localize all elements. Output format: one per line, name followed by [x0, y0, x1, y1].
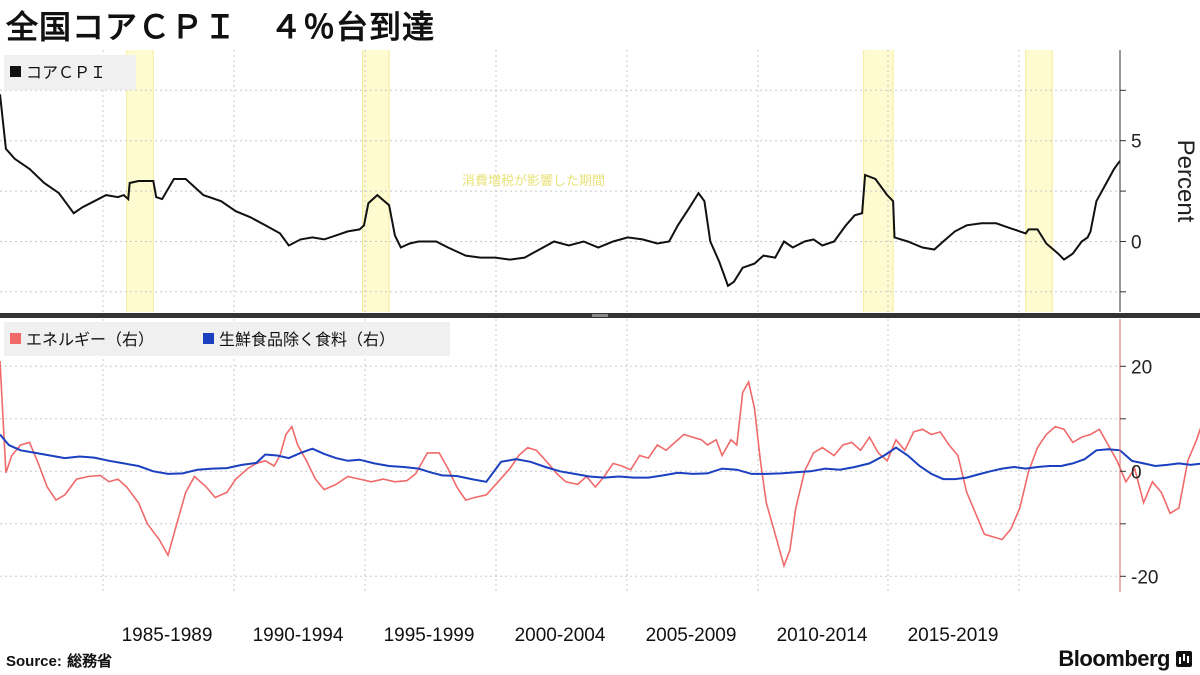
brand-text: Bloomberg: [1058, 646, 1170, 671]
x-tick-label-4: 2005-2009: [646, 625, 737, 646]
bottom-legend: エネルギー（右） 生鮮食品除く食料（右）: [4, 322, 450, 356]
x-tick-label-3: 2000-2004: [515, 625, 606, 646]
shaded-period-3: [863, 50, 894, 312]
legend-label-core: コアＣＰＩ: [26, 63, 106, 82]
panel-divider-handle: [592, 314, 608, 317]
legend-swatch-food: [203, 333, 214, 344]
source-note: Source: 総務省: [6, 650, 112, 671]
x-tick-label-6: 2015-2019: [908, 625, 999, 646]
legend-swatch-energy: [10, 333, 21, 344]
source-value: 総務省: [67, 652, 113, 670]
shaded-period-2: [362, 50, 389, 312]
bottom-gridlines: [0, 319, 1120, 592]
y-axis-label: Percent: [1172, 140, 1199, 223]
shaded-period-4: [1025, 50, 1053, 312]
top-ytick-label-0: 0: [1131, 233, 1142, 254]
x-axis-ticks: 1985-1989 1990-1994 1995-1999 2000-2004 2005…: [122, 625, 999, 646]
bottom-ytick-label-0: -20: [1131, 567, 1158, 588]
x-tick-label-1: 1990-1994: [253, 625, 344, 646]
chart-title: 全国コアＣＰＩ ４％台到達: [6, 8, 436, 46]
x-tick-label-0: 1985-1989: [122, 625, 213, 646]
bottom-ytick-label-1: 0: [1131, 462, 1142, 483]
legend-swatch-core: [10, 66, 21, 77]
top-legend: コアＣＰＩ: [4, 55, 136, 90]
bottom-legend-box: [4, 322, 450, 356]
x-tick-label-2: 1995-1999: [384, 625, 475, 646]
series-line-food: [0, 433, 1200, 483]
bloomberg-logo: Bloomberg: [1058, 646, 1192, 672]
bottom-y-ticks: -20 0 20: [1120, 357, 1158, 588]
source-label: Source:: [6, 653, 62, 670]
series-line-energy: [0, 360, 1200, 569]
top-panel: コアＣＰＩ 消費増税が影響した期間 05 Percent: [0, 50, 1199, 312]
bottom-panel: エネルギー（右） 生鮮食品除く食料（右） -20 0 20: [0, 319, 1200, 592]
x-tick-label-5: 2010-2014: [777, 625, 868, 646]
legend-label-food: 生鮮食品除く食料（右）: [219, 330, 395, 349]
bottom-ytick-label-2: 20: [1131, 357, 1152, 378]
top-legend-box: [4, 55, 136, 90]
top-y-ticks: 05: [1120, 89, 1142, 293]
top-ytick-label-1: 5: [1131, 132, 1142, 153]
bloomberg-terminal-icon: [1176, 651, 1192, 667]
series-line-core-cpi: [0, 94, 1121, 288]
top-gridlines: [0, 50, 1120, 312]
legend-label-energy: エネルギー（右）: [26, 330, 154, 349]
annotation-text: 消費増税が影響した期間: [462, 173, 605, 189]
